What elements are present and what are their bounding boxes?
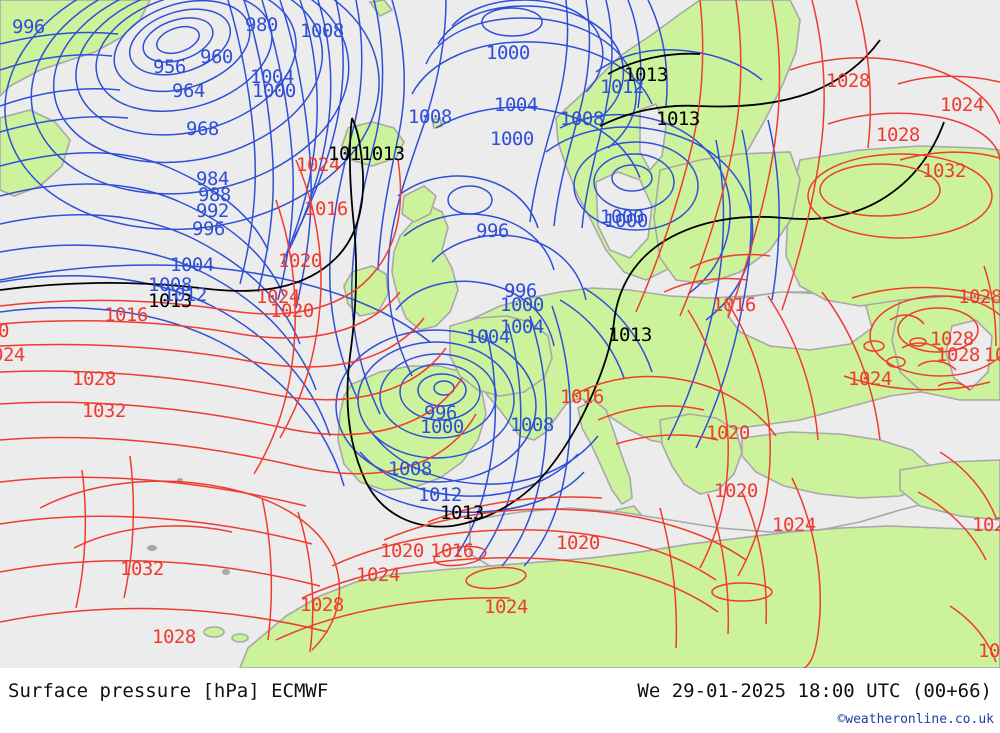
pressure-map-canvas[interactable]: 996 956 960 964 968 980 1000 1004 1008 984 988 992 9…	[0, 0, 1000, 668]
map-graphics	[0, 0, 1000, 668]
copyright-credit: ©weatheronline.co.uk	[837, 712, 994, 727]
landmasses	[0, 0, 1000, 668]
isobars-low	[0, 0, 780, 567]
footer-title: Surface pressure [hPa] ECMWF	[8, 680, 329, 702]
isobars-1013-reference	[0, 39, 945, 528]
isobars-high	[0, 0, 1000, 668]
map-footer: Surface pressure [hPa] ECMWF We 29-01-20…	[0, 668, 1000, 733]
footer-datetime: We 29-01-2025 18:00 UTC (00+66)	[637, 680, 992, 702]
